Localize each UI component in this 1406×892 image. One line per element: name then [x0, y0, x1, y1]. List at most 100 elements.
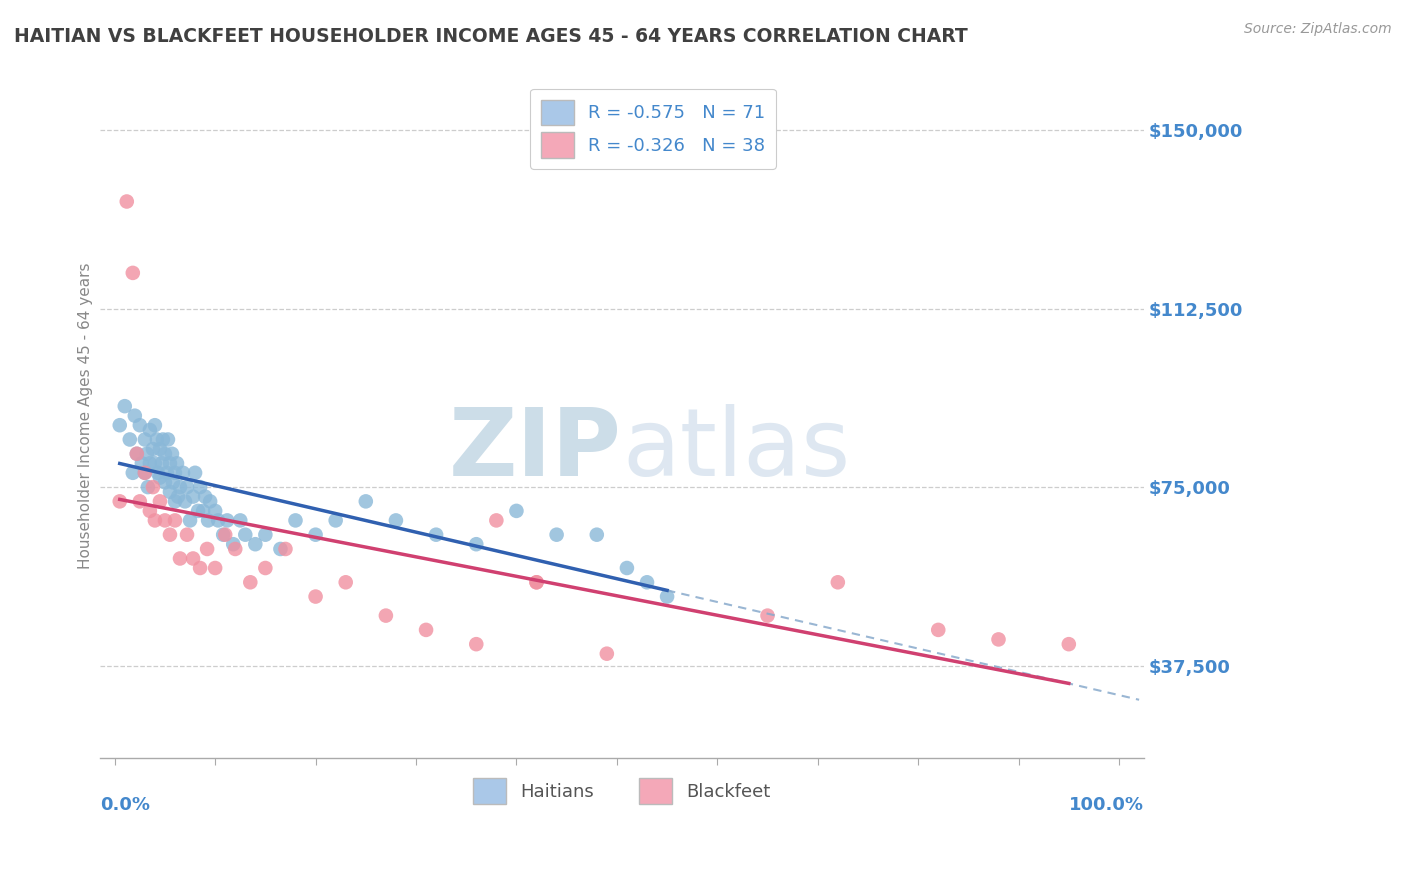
Point: [135, 447, 157, 461]
Point: [304, 590, 326, 604]
Point: [159, 456, 181, 470]
Point: [1057, 637, 1080, 651]
Point: [188, 480, 211, 494]
Point: [188, 561, 211, 575]
Point: [585, 527, 607, 541]
Point: [149, 442, 172, 456]
Point: [425, 527, 447, 541]
Point: [142, 480, 165, 494]
Point: [172, 466, 194, 480]
Point: [108, 418, 131, 433]
Text: ZIP: ZIP: [449, 404, 621, 496]
Point: [139, 456, 162, 470]
Point: [284, 513, 307, 527]
Point: [485, 513, 508, 527]
Point: [616, 561, 638, 575]
Point: [143, 456, 166, 470]
Point: [156, 466, 179, 480]
Point: [149, 494, 172, 508]
Point: [115, 194, 138, 209]
Point: [150, 456, 173, 470]
Text: 0.0%: 0.0%: [100, 797, 149, 814]
Point: [239, 575, 262, 590]
Point: [335, 575, 357, 590]
Point: [142, 442, 165, 456]
Point: [636, 575, 658, 590]
Point: [139, 504, 162, 518]
Point: [153, 475, 176, 490]
Point: [596, 647, 619, 661]
Point: [181, 490, 204, 504]
Point: [125, 447, 148, 461]
Point: [163, 494, 186, 508]
Point: [987, 632, 1010, 647]
Point: [134, 466, 156, 480]
Point: [153, 447, 176, 461]
Point: [374, 608, 396, 623]
Point: [131, 456, 153, 470]
Point: [207, 513, 229, 527]
Point: [146, 433, 169, 447]
Point: [505, 504, 527, 518]
Point: [169, 480, 191, 494]
Y-axis label: Householder Income Ages 45 - 64 years: Householder Income Ages 45 - 64 years: [79, 262, 93, 569]
Point: [214, 527, 236, 541]
Point: [149, 470, 172, 484]
Point: [245, 537, 267, 551]
Point: [304, 527, 326, 541]
Point: [136, 480, 159, 494]
Point: [198, 494, 221, 508]
Point: [655, 590, 678, 604]
Point: [827, 575, 849, 590]
Point: [415, 623, 437, 637]
Point: [166, 456, 188, 470]
Point: [118, 433, 141, 447]
Point: [163, 513, 186, 527]
Point: [191, 504, 214, 518]
Point: [121, 266, 143, 280]
Point: [114, 399, 136, 413]
Point: [269, 541, 291, 556]
Point: [134, 466, 156, 480]
Point: [274, 541, 297, 556]
Point: [204, 504, 226, 518]
Point: [176, 527, 198, 541]
Point: [546, 527, 568, 541]
Point: [143, 513, 166, 527]
Point: [128, 418, 150, 433]
Point: [197, 513, 219, 527]
Point: [526, 575, 548, 590]
Text: Source: ZipAtlas.com: Source: ZipAtlas.com: [1244, 22, 1392, 37]
Point: [162, 475, 184, 490]
Point: [465, 537, 488, 551]
Point: [167, 490, 190, 504]
Point: [212, 527, 235, 541]
Point: [526, 575, 548, 590]
Point: [217, 513, 239, 527]
Point: [927, 623, 949, 637]
Point: [156, 433, 179, 447]
Point: [125, 447, 148, 461]
Point: [222, 537, 245, 551]
Point: [187, 504, 209, 518]
Point: [128, 494, 150, 508]
Point: [354, 494, 377, 508]
Point: [465, 637, 488, 651]
Point: [179, 513, 201, 527]
Point: [176, 480, 198, 494]
Point: [139, 423, 162, 437]
Point: [204, 561, 226, 575]
Point: [134, 433, 156, 447]
Point: [224, 541, 246, 556]
Point: [108, 494, 131, 508]
Point: [254, 527, 277, 541]
Point: [121, 466, 143, 480]
Point: [229, 513, 252, 527]
Point: [169, 551, 191, 566]
Point: [385, 513, 408, 527]
Point: [124, 409, 146, 423]
Point: [159, 527, 181, 541]
Point: [184, 466, 207, 480]
Point: [163, 466, 186, 480]
Text: HAITIAN VS BLACKFEET HOUSEHOLDER INCOME AGES 45 - 64 YEARS CORRELATION CHART: HAITIAN VS BLACKFEET HOUSEHOLDER INCOME …: [14, 27, 967, 45]
